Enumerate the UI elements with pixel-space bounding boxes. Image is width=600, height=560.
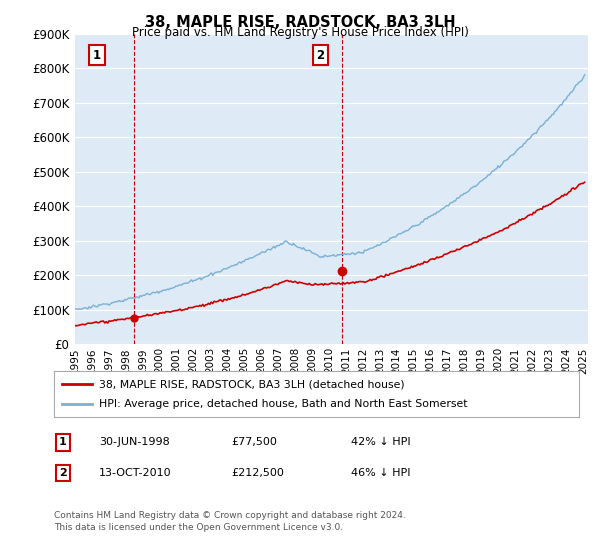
Text: £212,500: £212,500: [231, 468, 284, 478]
Text: 2: 2: [316, 49, 325, 62]
Text: 2: 2: [59, 468, 67, 478]
Text: This data is licensed under the Open Government Licence v3.0.: This data is licensed under the Open Gov…: [54, 523, 343, 532]
Text: £77,500: £77,500: [231, 437, 277, 447]
Text: 1: 1: [59, 437, 67, 447]
Text: 38, MAPLE RISE, RADSTOCK, BA3 3LH: 38, MAPLE RISE, RADSTOCK, BA3 3LH: [145, 15, 455, 30]
Text: HPI: Average price, detached house, Bath and North East Somerset: HPI: Average price, detached house, Bath…: [98, 399, 467, 409]
Text: Contains HM Land Registry data © Crown copyright and database right 2024.: Contains HM Land Registry data © Crown c…: [54, 511, 406, 520]
Text: Price paid vs. HM Land Registry's House Price Index (HPI): Price paid vs. HM Land Registry's House …: [131, 26, 469, 39]
Text: 46% ↓ HPI: 46% ↓ HPI: [351, 468, 410, 478]
Text: 38, MAPLE RISE, RADSTOCK, BA3 3LH (detached house): 38, MAPLE RISE, RADSTOCK, BA3 3LH (detac…: [98, 379, 404, 389]
Text: 1: 1: [93, 49, 101, 62]
Text: 42% ↓ HPI: 42% ↓ HPI: [351, 437, 410, 447]
Text: 13-OCT-2010: 13-OCT-2010: [99, 468, 172, 478]
Text: 30-JUN-1998: 30-JUN-1998: [99, 437, 170, 447]
